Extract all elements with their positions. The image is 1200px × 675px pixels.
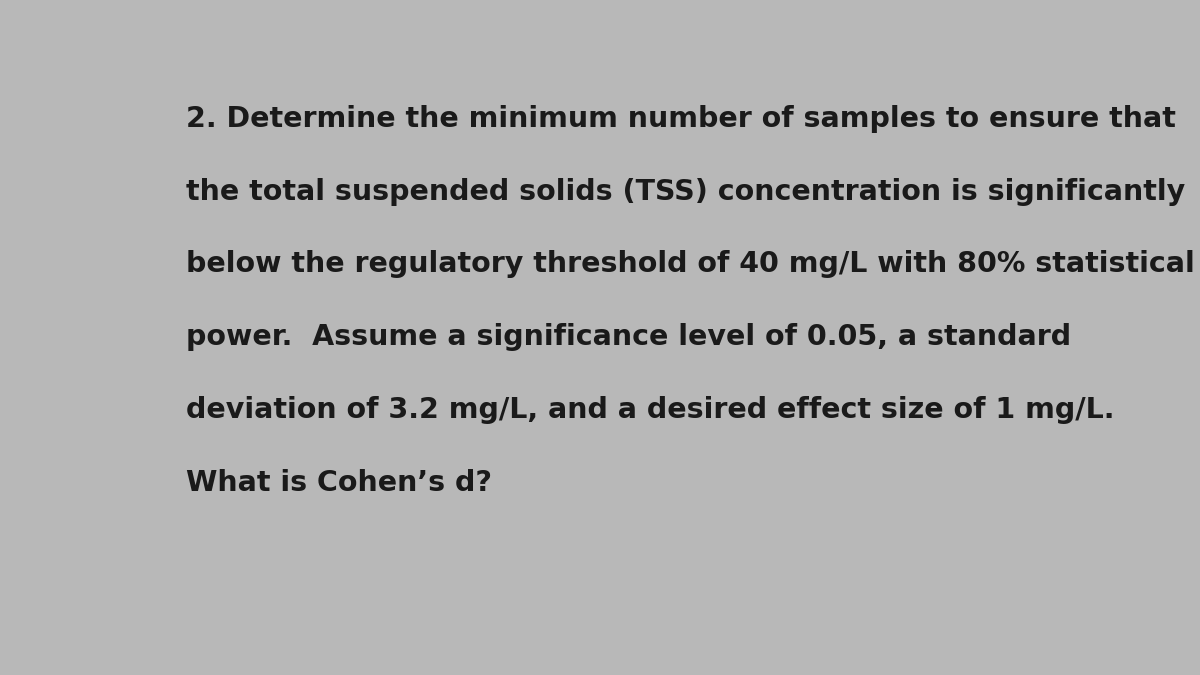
- Text: What is Cohen’s d?: What is Cohen’s d?: [186, 469, 492, 497]
- Text: below the regulatory threshold of 40 mg/L with 80% statistical: below the regulatory threshold of 40 mg/…: [186, 250, 1195, 278]
- Text: 2. Determine the minimum number of samples to ensure that: 2. Determine the minimum number of sampl…: [186, 105, 1176, 132]
- Text: power.  Assume a significance level of 0.05, a standard: power. Assume a significance level of 0.…: [186, 323, 1072, 351]
- Text: deviation of 3.2 mg/L, and a desired effect size of 1 mg/L.: deviation of 3.2 mg/L, and a desired eff…: [186, 396, 1115, 424]
- Text: the total suspended solids (TSS) concentration is significantly: the total suspended solids (TSS) concent…: [186, 178, 1186, 205]
